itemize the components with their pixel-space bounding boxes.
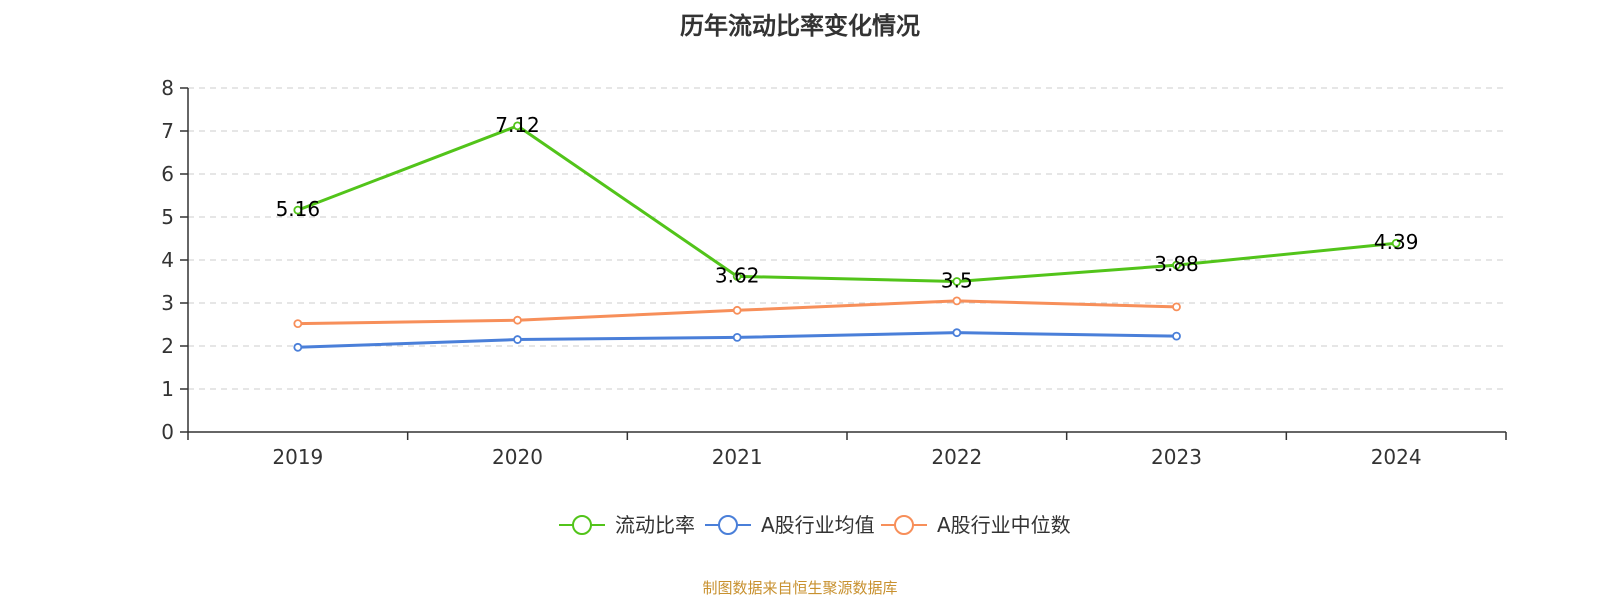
data-label: 5.16 xyxy=(276,197,321,221)
data-point xyxy=(732,332,742,342)
y-tick-label: 3 xyxy=(161,291,174,315)
y-tick-label: 5 xyxy=(161,205,174,229)
x-tick-label: 2019 xyxy=(272,445,323,469)
legend-marker xyxy=(572,515,592,535)
data-label: 3.62 xyxy=(715,263,760,287)
data-label: 3.88 xyxy=(1154,252,1199,276)
data-label: 3.5 xyxy=(941,269,973,293)
data-point xyxy=(1172,331,1181,341)
x-tick-label: 2020 xyxy=(492,445,543,469)
legend-label: A股行业均值 xyxy=(761,513,875,537)
data-point xyxy=(513,335,522,344)
legend-item: 流动比率 xyxy=(559,513,695,537)
source-note: 制图数据来自恒生聚源数据库 xyxy=(702,579,898,597)
x-tick-label: 2023 xyxy=(1151,445,1202,469)
legend-item: A股行业中位数 xyxy=(881,513,1071,537)
data-point xyxy=(1172,260,1181,270)
data-labels: 5.16 7.12 3.62 3.5 3.88 4.39 xyxy=(276,113,1419,293)
legend-item: A股行业均值 xyxy=(705,513,875,537)
data-point xyxy=(732,305,742,315)
data-point xyxy=(952,296,962,306)
data-point xyxy=(1172,302,1181,312)
x-tick-label: 2024 xyxy=(1371,445,1422,469)
data-point xyxy=(513,121,522,131)
data-point xyxy=(1391,238,1401,248)
data-point xyxy=(952,277,962,286)
y-tick-label: 2 xyxy=(161,334,174,358)
data-point xyxy=(293,319,303,329)
series-lines xyxy=(293,121,1401,352)
y-tick-label: 1 xyxy=(161,377,174,401)
y-tick-label: 8 xyxy=(161,76,174,100)
legend: 流动比率 A股行业均值 A股行业中位数 xyxy=(559,513,1071,537)
data-point xyxy=(513,315,522,325)
series-line xyxy=(297,124,1397,283)
y-tick-label: 4 xyxy=(161,248,174,272)
x-tick-label: 2022 xyxy=(931,445,982,469)
legend-label: 流动比率 xyxy=(615,513,695,537)
data-point xyxy=(732,271,742,281)
y-tick-label: 6 xyxy=(161,162,174,186)
data-point xyxy=(293,205,303,215)
x-tick-label: 2021 xyxy=(712,445,763,469)
legend-marker xyxy=(718,515,738,535)
legend-marker xyxy=(894,515,914,535)
data-point xyxy=(293,342,303,352)
data-label: 7.12 xyxy=(495,113,540,137)
chart-title: 历年流动比率变化情况 xyxy=(680,12,920,40)
y-tick-label: 0 xyxy=(161,420,174,444)
legend-label: A股行业中位数 xyxy=(937,513,1071,537)
y-tick-label: 7 xyxy=(161,119,174,143)
axes: 0 1 2 3 4 5 6 7 8 2019 2020 2021 2022 2023 2024 xyxy=(161,76,1507,469)
data-point xyxy=(952,328,962,338)
data-label: 4.39 xyxy=(1374,230,1419,254)
